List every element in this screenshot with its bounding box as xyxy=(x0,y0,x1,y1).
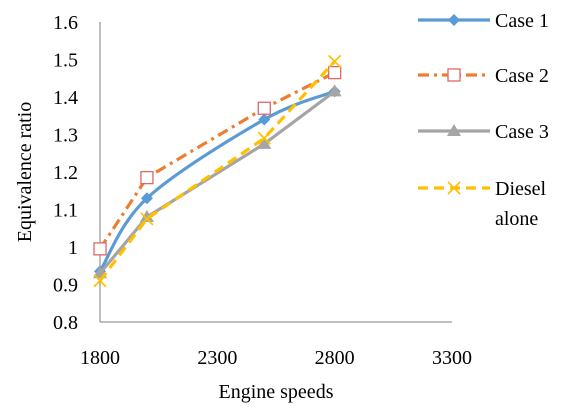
data-point xyxy=(258,113,271,126)
data-point xyxy=(328,54,342,68)
series-diesel-alone xyxy=(93,54,342,288)
y-tick-labels: 0.8 0.9 1 1.1 1.2 1.3 1.4 1.5 1.6 xyxy=(53,12,78,334)
y-tick-label: 1.1 xyxy=(53,200,78,222)
data-point xyxy=(257,101,271,115)
y-tick-label: 1.5 xyxy=(53,50,78,72)
legend-label: Case 1 xyxy=(495,10,549,32)
series-line xyxy=(98,89,336,273)
x-tick-labels: 1800 2300 2800 3300 xyxy=(80,347,472,369)
data-point xyxy=(328,65,342,80)
legend-label: Case 2 xyxy=(495,65,549,87)
legend-item: Case 2 xyxy=(418,65,549,87)
data-point xyxy=(140,212,154,226)
y-tick-label: 1.4 xyxy=(53,87,78,109)
plot-area xyxy=(93,54,342,288)
legend: Case 1 Case 2 Case 3 Diesel alone xyxy=(418,10,549,230)
legend-swatch-marker xyxy=(447,124,461,136)
y-tick-label: 1 xyxy=(68,237,78,259)
series-line xyxy=(98,60,336,282)
x-tick-label: 3300 xyxy=(432,347,472,369)
y-tick-label: 1.2 xyxy=(53,162,78,184)
legend-item: Diesel alone xyxy=(418,178,547,230)
legend-swatch-marker xyxy=(447,181,461,195)
legend-item: Case 1 xyxy=(418,10,549,32)
data-point xyxy=(140,192,153,205)
y-tick-label: 0.8 xyxy=(53,312,78,334)
y-tick-label: 1.6 xyxy=(53,12,78,34)
data-point xyxy=(257,136,272,149)
x-tick-label: 1800 xyxy=(80,347,120,369)
legend-label: alone xyxy=(495,208,538,230)
y-tick-label: 0.9 xyxy=(53,275,78,297)
legend-item: Case 3 xyxy=(418,121,549,143)
y-tick-label: 1.3 xyxy=(53,125,78,147)
data-point xyxy=(93,242,107,256)
data-point xyxy=(257,131,271,145)
y-axis-title: Equivalence ratio xyxy=(14,102,36,243)
legend-swatch-marker xyxy=(448,14,460,26)
series-line xyxy=(98,71,336,250)
series-case-3 xyxy=(93,84,342,279)
data-point xyxy=(140,170,154,185)
x-axis-title: Engine speeds xyxy=(219,381,334,403)
legend-label: Case 3 xyxy=(495,121,549,143)
series-case-2 xyxy=(93,65,342,256)
data-point xyxy=(93,274,107,288)
data-point xyxy=(327,84,342,97)
data-point xyxy=(139,210,154,222)
x-tick-label: 2800 xyxy=(315,347,355,369)
series-line xyxy=(98,90,336,275)
x-tick-label: 2300 xyxy=(197,347,237,369)
legend-swatch-marker xyxy=(447,68,461,82)
legend-label: Diesel xyxy=(495,178,547,200)
